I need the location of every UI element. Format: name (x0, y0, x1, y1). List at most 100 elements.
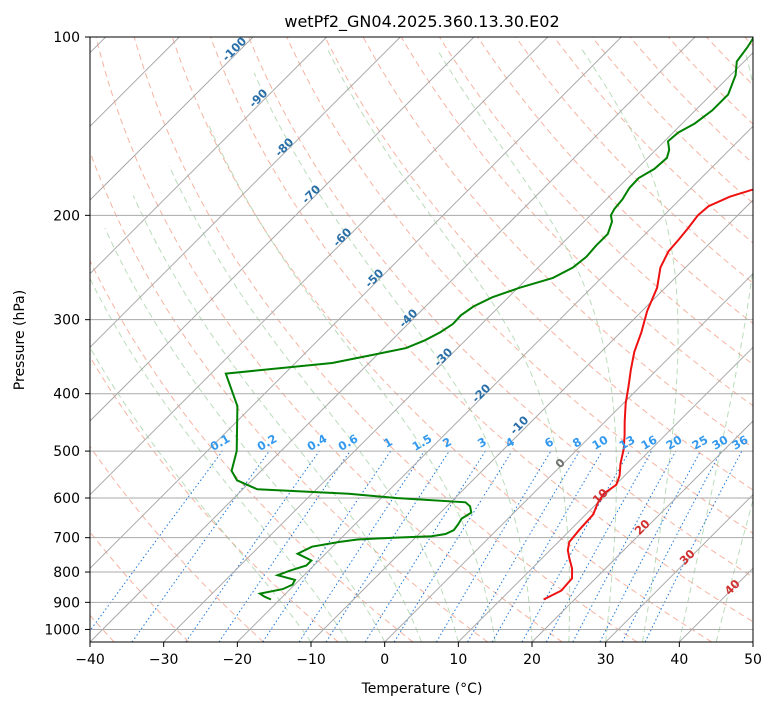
dry-adiabat-label: -70 (299, 182, 324, 207)
dry-adiabat-line (706, 37, 753, 86)
isotherm-line (90, 37, 254, 201)
mixing-ratio-line (185, 450, 320, 642)
mixing-ratio-line (599, 450, 701, 642)
isotherm-line (90, 37, 696, 642)
x-tick-label: 0 (380, 652, 389, 668)
mixing-ratio-label: 0.4 (305, 431, 330, 453)
y-tick-label: 600 (53, 491, 80, 507)
moist-adiabat-line (436, 49, 617, 642)
dry-adiabat-line (210, 37, 753, 623)
y-tick-label: 100 (53, 30, 80, 46)
isotherm-line (90, 37, 475, 422)
isotherm-line (384, 272, 753, 642)
dry-adiabat-line (90, 150, 488, 642)
y-tick-label: 200 (53, 208, 80, 224)
mixing-ratio-label: 20 (664, 432, 685, 452)
mixing-ratio-label: 10 (590, 432, 611, 452)
isotherm-line (310, 199, 753, 642)
dry-adiabat-line (744, 37, 753, 47)
mixing-ratio-line (262, 450, 392, 642)
dry-adiabat-line (90, 445, 264, 642)
mixing-ratio-label: 3 (475, 434, 489, 450)
y-tick-label: 700 (53, 531, 80, 547)
dry-adiabat-line (248, 37, 753, 578)
x-tick-label: 50 (744, 652, 762, 668)
isotherm-line (678, 567, 753, 642)
mixing-ratio-line (90, 450, 223, 632)
mixing-ratio-line (131, 450, 270, 642)
mixing-ratio-label: 0.6 (336, 431, 361, 453)
dry-adiabat-label: -80 (272, 135, 297, 160)
mixing-ratio-line (572, 450, 677, 642)
isotherm-line (163, 51, 753, 642)
mixing-ratio-label: 8 (570, 434, 584, 450)
isotherm-line (752, 641, 753, 642)
isotherm-line (90, 37, 401, 349)
dry-adiabat-line (95, 37, 563, 642)
dry-adiabat-label: -40 (396, 306, 421, 331)
dry-adiabat-line (90, 356, 339, 642)
mixing-ratio-line (218, 450, 351, 642)
dry-adiabat-label: -100 (219, 34, 249, 64)
x-tick-label: −30 (149, 652, 179, 668)
dry-adiabat-label: -20 (469, 381, 494, 406)
y-tick-label: 900 (53, 595, 80, 611)
axis-ticks: −40 −30 −20 −10 0 10 20 30 40 5010020030040050060… (44, 30, 762, 668)
mixing-ratio-line (644, 450, 743, 642)
y-tick-label: 500 (53, 444, 80, 460)
mixing-ratio-label: 25 (690, 432, 711, 452)
dry-adiabat-line (515, 37, 753, 284)
moist-adiabat-label: 20 (632, 517, 653, 538)
mixing-ratio-line (325, 450, 450, 642)
background-lines (90, 37, 753, 642)
line-annotations: -100 -90-80-70-60 -50 -40 -30 -20 -10 0.1 0.2 0.4… (208, 34, 751, 598)
mixing-ratio-label: 13 (617, 432, 638, 452)
moist-adiabat-line (168, 165, 459, 642)
dry-adiabat-line (133, 37, 638, 642)
x-tick-label: −40 (75, 652, 105, 668)
y-tick-label: 1000 (44, 622, 80, 638)
moist-adiabat-label: 10 (590, 486, 611, 507)
moist-adiabat-line (90, 277, 349, 642)
dry-adiabat-line (629, 37, 753, 165)
x-tick-label: 10 (449, 652, 467, 668)
x-tick-label: 30 (597, 652, 615, 668)
isotherm-line (90, 37, 328, 275)
y-tick-label: 400 (53, 387, 80, 403)
dry-adiabat-line (90, 259, 414, 642)
y-tick-label: 800 (53, 565, 80, 581)
mixing-ratio-line (435, 450, 552, 642)
mixing-ratio-line (545, 450, 653, 642)
mixing-ratio-label: 0.2 (255, 431, 280, 453)
x-tick-label: −20 (223, 652, 253, 668)
y-axis-label: Pressure (hPa) (12, 290, 28, 390)
mixing-ratio-line (467, 450, 580, 642)
chart-title: wetPf2_GN04.2025.360.13.30.E02 (284, 12, 559, 32)
moist-adiabat-label: 30 (677, 547, 698, 568)
mixing-ratio-line (364, 450, 486, 642)
dry-adiabat-line (553, 37, 753, 244)
x-tick-label: 40 (670, 652, 688, 668)
dry-adiabat-label: -30 (431, 345, 456, 370)
isotherm-line (605, 493, 753, 642)
mixing-ratio-label: 36 (730, 432, 751, 452)
moist-adiabat-line (207, 123, 496, 642)
profile-lines (224, 37, 753, 601)
moist-adiabat-line (253, 72, 533, 642)
y-tick-label: 300 (53, 313, 80, 329)
mixing-ratio-label: 16 (639, 432, 660, 452)
moist-adiabat-line (104, 227, 386, 642)
dry-adiabat-label: -60 (330, 225, 355, 250)
moist-adiabat-line (715, 498, 753, 642)
isotherm-line (90, 37, 622, 570)
isotherm-line (236, 125, 753, 642)
mixing-ratio-label: 30 (710, 432, 731, 452)
dewpoint-profile (224, 37, 753, 601)
mixing-ratio-line (393, 450, 513, 642)
temperature-profile (543, 188, 753, 601)
mixing-ratio-line (521, 450, 630, 642)
dry-adiabat-label: -90 (246, 86, 271, 111)
dry-adiabat-label: -50 (362, 266, 387, 291)
moist-adiabat-label: 40 (722, 577, 743, 598)
